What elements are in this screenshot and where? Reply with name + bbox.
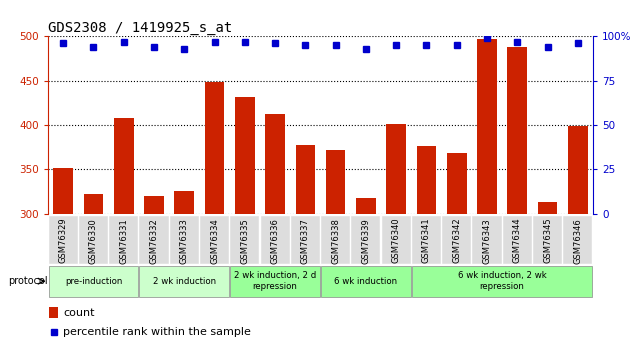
Bar bbox=[260, 216, 290, 264]
Text: GSM76332: GSM76332 bbox=[149, 218, 158, 264]
Text: GSM76335: GSM76335 bbox=[240, 218, 249, 264]
Text: GSM76336: GSM76336 bbox=[271, 218, 279, 264]
Bar bbox=[321, 266, 411, 297]
Text: count: count bbox=[63, 308, 95, 318]
Text: GDS2308 / 1419925_s_at: GDS2308 / 1419925_s_at bbox=[48, 21, 232, 35]
Bar bbox=[140, 216, 169, 264]
Text: GSM76343: GSM76343 bbox=[483, 218, 492, 264]
Bar bbox=[417, 146, 437, 214]
Text: GSM76334: GSM76334 bbox=[210, 218, 219, 264]
Text: GSM76345: GSM76345 bbox=[543, 218, 552, 264]
Bar bbox=[412, 216, 441, 264]
Text: GSM76340: GSM76340 bbox=[392, 218, 401, 264]
Bar bbox=[351, 216, 381, 264]
Bar bbox=[321, 216, 350, 264]
Bar bbox=[447, 154, 467, 214]
Bar bbox=[533, 216, 562, 264]
Bar bbox=[200, 216, 229, 264]
Bar bbox=[230, 266, 320, 297]
Text: GSM76331: GSM76331 bbox=[119, 218, 128, 264]
Text: GSM76333: GSM76333 bbox=[179, 218, 189, 264]
Bar bbox=[174, 191, 194, 214]
Bar bbox=[49, 307, 58, 318]
Bar bbox=[326, 150, 345, 214]
Bar bbox=[49, 216, 78, 264]
Text: 6 wk induction, 2 wk
repression: 6 wk induction, 2 wk repression bbox=[458, 272, 547, 291]
Bar bbox=[53, 168, 73, 214]
Text: GSM76329: GSM76329 bbox=[59, 218, 68, 264]
Bar bbox=[538, 203, 558, 214]
Bar bbox=[230, 216, 260, 264]
Bar bbox=[170, 216, 199, 264]
Text: GSM76344: GSM76344 bbox=[513, 218, 522, 264]
Text: percentile rank within the sample: percentile rank within the sample bbox=[63, 327, 251, 337]
Text: GSM76337: GSM76337 bbox=[301, 218, 310, 264]
Bar bbox=[508, 47, 527, 214]
Bar bbox=[83, 194, 103, 214]
Bar bbox=[291, 216, 320, 264]
Bar bbox=[381, 216, 411, 264]
Text: 6 wk induction: 6 wk induction bbox=[335, 277, 397, 286]
Bar bbox=[563, 216, 592, 264]
Bar bbox=[144, 196, 164, 214]
Bar bbox=[356, 198, 376, 214]
Text: GSM76338: GSM76338 bbox=[331, 218, 340, 264]
Bar bbox=[477, 39, 497, 214]
Bar bbox=[568, 126, 588, 214]
Text: GSM76346: GSM76346 bbox=[573, 218, 582, 264]
Bar bbox=[412, 266, 592, 297]
Bar bbox=[265, 115, 285, 214]
Bar bbox=[114, 118, 133, 214]
Bar bbox=[387, 124, 406, 214]
Text: GSM76342: GSM76342 bbox=[452, 218, 462, 264]
Text: GSM76341: GSM76341 bbox=[422, 218, 431, 264]
Bar bbox=[49, 266, 138, 297]
Bar bbox=[442, 216, 471, 264]
Text: protocol: protocol bbox=[8, 276, 47, 286]
Text: 2 wk induction: 2 wk induction bbox=[153, 277, 216, 286]
Text: pre-induction: pre-induction bbox=[65, 277, 122, 286]
Bar bbox=[140, 266, 229, 297]
Bar bbox=[472, 216, 501, 264]
Bar bbox=[79, 216, 108, 264]
Bar bbox=[204, 82, 224, 214]
Bar bbox=[503, 216, 532, 264]
Text: 2 wk induction, 2 d
repression: 2 wk induction, 2 d repression bbox=[234, 272, 316, 291]
Text: GSM76339: GSM76339 bbox=[362, 218, 370, 264]
Bar bbox=[235, 97, 254, 214]
Bar bbox=[109, 216, 138, 264]
Text: GSM76330: GSM76330 bbox=[89, 218, 98, 264]
Bar bbox=[296, 146, 315, 214]
